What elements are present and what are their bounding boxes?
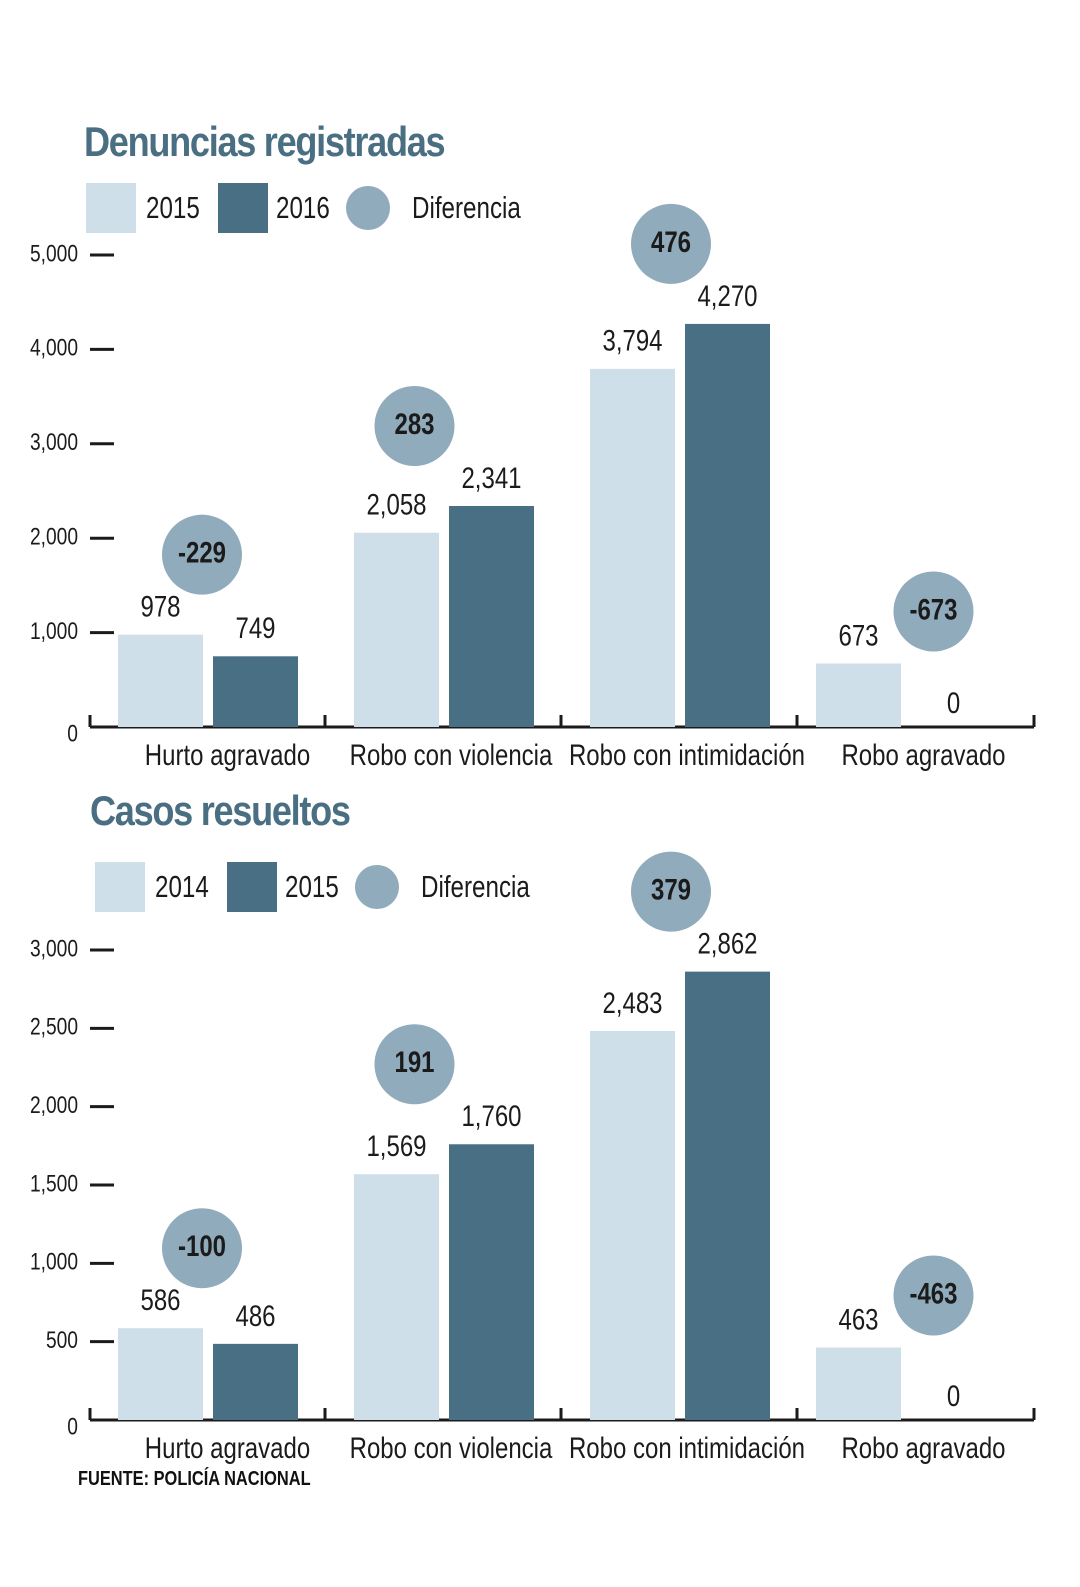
- y-tick-label: 3,000: [30, 428, 78, 456]
- source-note: FUENTE: POLICÍA NACIONAL: [78, 1468, 311, 1490]
- difference-bubble: [631, 851, 711, 932]
- difference-bubble: [893, 571, 974, 652]
- bar-value-label: 673: [838, 618, 878, 652]
- legend-swatch-circle: [355, 865, 399, 909]
- legend-label: 2014: [155, 869, 209, 904]
- bar-value-label: 4,270: [697, 278, 757, 312]
- y-tick-label: 1,000: [30, 617, 78, 645]
- difference-bubble: [893, 1255, 974, 1336]
- category-label: Robo agravado: [841, 1430, 1005, 1464]
- bar-value-label: 0: [947, 1378, 960, 1412]
- difference-label: -229: [178, 535, 226, 569]
- bar-series-2: [685, 323, 770, 727]
- bar-series-2: [449, 506, 534, 727]
- difference-label: 476: [651, 224, 691, 258]
- y-tick-label: 2,500: [30, 1013, 78, 1041]
- category-label: Robo con intimidación: [569, 1430, 805, 1464]
- bar-value-label: 3,794: [602, 323, 662, 357]
- bar-series-2: [213, 1343, 298, 1420]
- y-tick-label: 2,000: [30, 1091, 78, 1119]
- bar-series-1: [590, 368, 675, 727]
- legend-swatch-light: [95, 862, 145, 912]
- y-tick-label: 5,000: [30, 239, 78, 267]
- bar-series-1: [354, 1174, 439, 1420]
- category-label: Robo agravado: [841, 737, 1005, 771]
- bar-series-1: [118, 634, 203, 727]
- difference-bubble: [374, 1024, 455, 1105]
- y-tick-label: 3,000: [30, 934, 78, 962]
- difference-label: 379: [651, 872, 691, 906]
- category-label: Robo con violencia: [350, 1430, 554, 1464]
- bar-value-label: 2,862: [697, 926, 757, 960]
- bar-series-2: [213, 656, 298, 727]
- bar-value-label: 586: [140, 1283, 180, 1317]
- legend-label: Diferencia: [412, 190, 521, 225]
- category-label: Hurto agravado: [145, 737, 310, 771]
- bar-series-1: [590, 1030, 675, 1420]
- category-label: Robo con violencia: [350, 737, 554, 771]
- legend-label: 2016: [276, 190, 330, 225]
- difference-label: -463: [909, 1276, 957, 1310]
- legend-swatch-circle: [346, 186, 390, 230]
- bar-series-2: [449, 1144, 534, 1420]
- y-tick-label: 500: [46, 1326, 78, 1354]
- difference-bubble: [162, 1208, 242, 1289]
- difference-label: 191: [394, 1045, 434, 1079]
- bar-value-label: 1,760: [461, 1099, 521, 1133]
- bar-value-label: 463: [838, 1302, 878, 1336]
- legend-label: 2015: [146, 190, 200, 225]
- difference-bubble: [162, 514, 242, 595]
- chart-title: Casos resueltos: [90, 787, 351, 834]
- y-tick-label: 1,500: [30, 1169, 78, 1197]
- legend-swatch-dark: [218, 183, 268, 233]
- difference-label: 283: [394, 406, 434, 440]
- bar-series-2: [685, 971, 770, 1420]
- y-tick-label: 2,000: [30, 522, 78, 550]
- bar-series-1: [816, 663, 901, 727]
- bar-value-label: 2,483: [602, 985, 662, 1019]
- y-tick-label: 1,000: [30, 1248, 78, 1276]
- difference-label: -673: [909, 592, 957, 626]
- y-tick-label: 0: [67, 1412, 78, 1440]
- bar-series-1: [816, 1347, 901, 1420]
- legend-label: Diferencia: [421, 869, 530, 904]
- bar-series-1: [118, 1328, 203, 1420]
- bar-chart-casos: 0 500 1,000 1,500 2,000 2,500 3,000 586 486 -100 H…: [30, 851, 1036, 1465]
- y-tick-label: 4,000: [30, 334, 78, 362]
- bar-value-label: 978: [140, 589, 180, 623]
- category-label: Hurto agravado: [145, 1430, 310, 1464]
- bar-value-label: 1,569: [366, 1129, 426, 1163]
- bar-value-label: 2,341: [461, 460, 521, 494]
- bar-value-label: 0: [947, 685, 960, 719]
- category-label: Robo con intimidación: [569, 737, 805, 771]
- legend-swatch-light: [86, 183, 136, 233]
- bar-value-label: 486: [235, 1298, 275, 1332]
- bar-value-label: 749: [235, 611, 275, 645]
- difference-bubble: [374, 386, 455, 467]
- chart-title: Denuncias registradas: [84, 118, 446, 165]
- bar-value-label: 2,058: [366, 487, 426, 521]
- bar-chart-denuncias: 0 1,000 2,000 3,000 4,000 5,000 978 749 -229 Hurt…: [30, 203, 1036, 772]
- legend-label: 2015: [285, 869, 339, 904]
- y-tick-label: 0: [67, 719, 78, 747]
- bar-series-1: [354, 532, 439, 727]
- legend-swatch-dark: [227, 862, 277, 912]
- difference-label: -100: [178, 1229, 226, 1263]
- difference-bubble: [631, 203, 711, 284]
